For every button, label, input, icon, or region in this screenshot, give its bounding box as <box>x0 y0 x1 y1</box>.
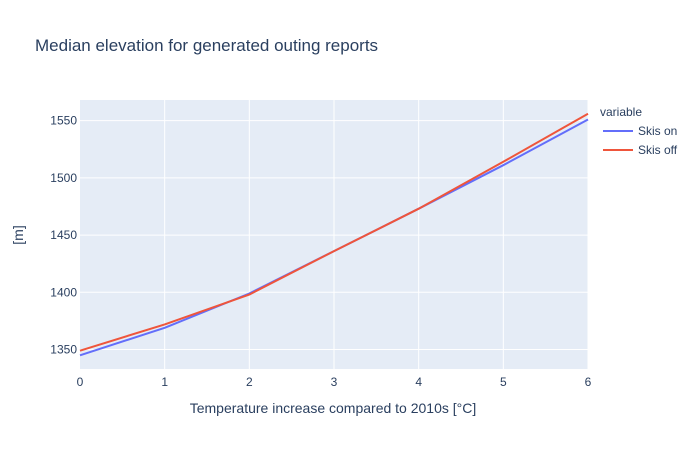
y-axis-ticks: 1350 1400 1450 1500 1550 <box>50 114 77 357</box>
x-tick-label: 6 <box>585 375 592 389</box>
x-tick-label: 2 <box>246 375 253 389</box>
y-tick-label: 1550 <box>50 114 77 128</box>
series-line-skis-off <box>79 112 589 352</box>
legend-label: Skis off <box>638 143 678 157</box>
y-tick-label: 1450 <box>50 228 77 242</box>
legend-label: Skis on <box>638 124 677 138</box>
y-axis-title: [m] <box>10 225 26 244</box>
x-tick-label: 1 <box>161 375 168 389</box>
x-axis-ticks: 0 1 2 3 4 5 6 <box>77 375 592 389</box>
legend-title: variable <box>600 105 642 119</box>
series-lines <box>79 112 589 357</box>
legend: variable Skis on Skis off <box>600 105 678 157</box>
x-tick-label: 3 <box>331 375 338 389</box>
y-tick-label: 1500 <box>50 171 77 185</box>
chart-title: Median elevation for generated outing re… <box>35 36 378 55</box>
x-tick-label: 0 <box>77 375 84 389</box>
x-tick-label: 5 <box>500 375 507 389</box>
y-tick-label: 1400 <box>50 285 77 299</box>
y-tick-label: 1350 <box>50 343 77 357</box>
x-axis-title: Temperature increase compared to 2010s [… <box>190 400 477 416</box>
x-tick-label: 4 <box>415 375 422 389</box>
gridlines <box>80 100 589 369</box>
